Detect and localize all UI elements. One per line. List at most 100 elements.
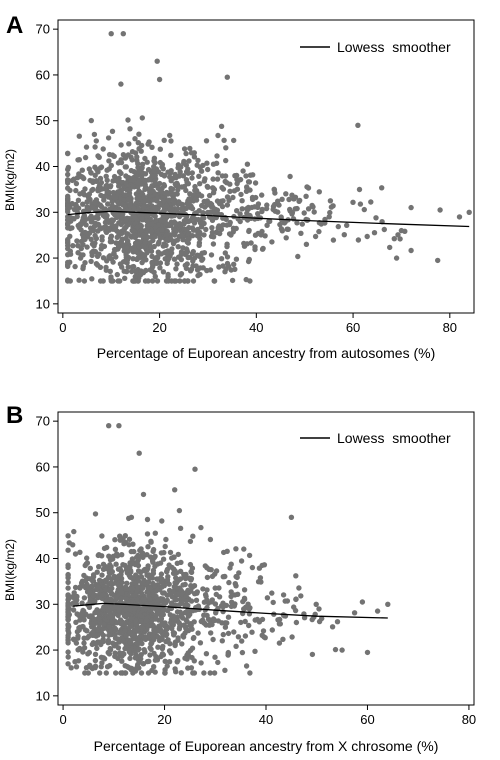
- scatter-point: [175, 657, 181, 664]
- scatter-point: [81, 645, 88, 651]
- scatter-point: [195, 272, 201, 279]
- scatter-point: [162, 190, 169, 197]
- scatter-point: [82, 578, 89, 584]
- scatter-point: [186, 158, 192, 164]
- scatter-point: [201, 232, 207, 238]
- scatter-point: [229, 599, 235, 605]
- scatter-point: [158, 571, 165, 577]
- scatter-point: [128, 167, 134, 174]
- scatter-point: [114, 551, 120, 557]
- scatter-point: [359, 599, 366, 605]
- scatter-point: [80, 263, 87, 270]
- scatter-point: [243, 173, 249, 179]
- scatter-point: [218, 123, 225, 129]
- scatter-point: [238, 619, 244, 626]
- scatter-point: [197, 640, 204, 646]
- scatter-point: [151, 243, 157, 250]
- scatter-point: [259, 208, 265, 215]
- scatter-point: [204, 202, 210, 208]
- scatter-point: [72, 659, 78, 665]
- scatter-point: [123, 607, 129, 613]
- scatter-point: [114, 234, 120, 240]
- scatter-point: [130, 213, 136, 219]
- scatter-point: [228, 603, 235, 610]
- scatter-point: [112, 631, 118, 637]
- scatter-point: [309, 202, 315, 209]
- scatter-point: [154, 58, 160, 64]
- scatter-point: [222, 269, 228, 275]
- scatter-point: [123, 633, 129, 639]
- scatter-point: [118, 81, 124, 87]
- scatter-point: [178, 271, 185, 277]
- scatter-point: [246, 256, 252, 263]
- scatter-point: [179, 206, 185, 212]
- panel-letter-b: B: [6, 402, 23, 429]
- scatter-point: [188, 598, 195, 604]
- panel-letter-a: A: [6, 12, 23, 39]
- scatter-point: [130, 175, 136, 181]
- scatter-point: [84, 204, 90, 210]
- scatter-point: [252, 617, 258, 623]
- scatter-point: [94, 585, 100, 591]
- scatter-point: [71, 595, 78, 602]
- scatter-point: [91, 131, 98, 138]
- scatter-point: [191, 634, 197, 641]
- scatter-point: [118, 571, 124, 578]
- scatter-point: [180, 582, 186, 588]
- scatter-point: [215, 132, 221, 139]
- scatter-point: [256, 619, 263, 625]
- scatter-point: [124, 268, 130, 275]
- scatter-point: [92, 144, 98, 150]
- scatter-point: [92, 164, 98, 170]
- x-tick-label: 80: [443, 320, 457, 335]
- scatter-point: [154, 611, 160, 618]
- scatter-point: [270, 599, 276, 606]
- scatter-point: [253, 194, 259, 201]
- x-tick-label: 20: [157, 712, 171, 727]
- scatter-point: [142, 278, 149, 284]
- scatter-point: [168, 221, 174, 227]
- scatter-point: [88, 170, 94, 176]
- y-tick-label: 60: [36, 459, 50, 474]
- scatter-point: [148, 248, 155, 254]
- scatter-point: [178, 256, 185, 263]
- scatter-point: [247, 172, 254, 178]
- scatter-point: [111, 173, 118, 180]
- scatter-point: [99, 572, 105, 578]
- scatter-point: [130, 575, 136, 582]
- scatter-point: [65, 533, 71, 539]
- scatter-point: [98, 225, 104, 232]
- scatter-point: [187, 197, 193, 203]
- scatter-point: [152, 233, 158, 240]
- scatter-point: [159, 651, 166, 657]
- scatter-point: [189, 170, 195, 176]
- scatter-point: [298, 230, 304, 236]
- scatter-point: [246, 552, 253, 559]
- scatter-point: [145, 589, 151, 596]
- scatter-point: [65, 602, 71, 609]
- scatter-point: [255, 211, 261, 217]
- scatter-point: [244, 210, 250, 216]
- scatter-point: [185, 665, 191, 671]
- scatter-point: [65, 579, 71, 585]
- scatter-point: [149, 183, 155, 189]
- scatter-point: [283, 235, 289, 241]
- scatter-point: [87, 597, 94, 603]
- scatter-point: [168, 250, 175, 256]
- scatter-point: [136, 169, 142, 175]
- scatter-point: [231, 137, 237, 144]
- scatter-point: [287, 173, 293, 180]
- scatter-point: [71, 176, 77, 182]
- scatter-point: [92, 199, 98, 205]
- scatter-point: [357, 201, 364, 207]
- scatter-point: [175, 162, 182, 168]
- scatter-point: [152, 197, 158, 203]
- scatter-point: [269, 239, 275, 245]
- scatter-point: [189, 192, 196, 198]
- scatter-point: [120, 31, 127, 37]
- scatter-point: [108, 565, 114, 572]
- scatter-point: [100, 561, 107, 567]
- scatter-point: [99, 638, 106, 645]
- scatter-point: [161, 182, 167, 188]
- scatter-point: [201, 220, 207, 227]
